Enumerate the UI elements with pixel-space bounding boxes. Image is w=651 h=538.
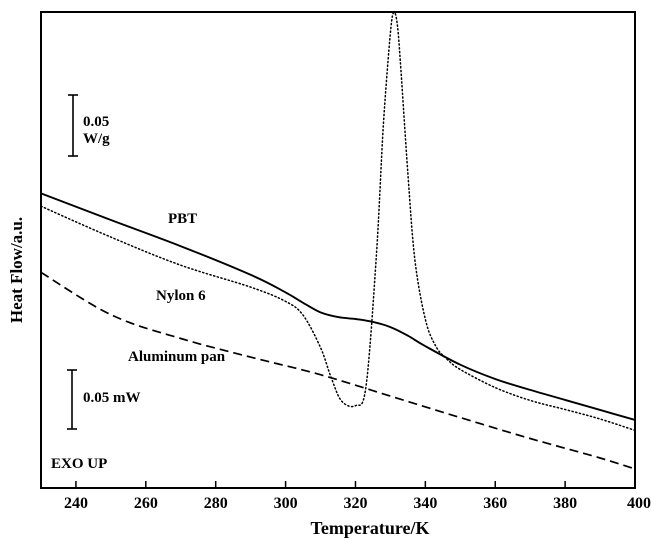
x-tick-label-300: 300 — [274, 495, 298, 512]
x-tick-label-260: 260 — [134, 495, 158, 512]
series-line-aluminum-pan — [40, 271, 636, 470]
scale-bar-top-unit: W/g — [83, 131, 110, 147]
series-label-pbt: PBT — [168, 211, 197, 227]
x-tick-label-380: 380 — [553, 495, 577, 512]
scale-bar-top — [68, 94, 78, 157]
x-axis-ticks: 240 260 280 300 320 340 360 380 400 — [64, 481, 651, 512]
exo-up-annotation: EXO UP — [51, 456, 107, 472]
plot-frame — [40, 11, 636, 489]
x-tick-label-280: 280 — [204, 495, 228, 512]
x-axis-label: Temperature/K — [311, 518, 430, 538]
series-label-aluminum-pan: Aluminum pan — [128, 349, 226, 365]
series-line-pbt — [40, 192, 636, 421]
scale-bar-top-value: 0.05 — [83, 114, 109, 130]
y-axis-label: Heat Flow/a.u. — [7, 217, 26, 323]
scale-bar-bottom-label: 0.05 mW — [83, 390, 141, 406]
x-tick-label-400: 400 — [627, 495, 651, 512]
series-line-nylon-6 — [40, 11, 636, 432]
x-tick-label-240: 240 — [64, 495, 88, 512]
x-tick-label-340: 340 — [413, 495, 437, 512]
series-group — [40, 11, 636, 470]
scale-bar-bottom — [67, 369, 77, 430]
x-tick-label-320: 320 — [343, 495, 367, 512]
series-label-nylon-6: Nylon 6 — [156, 288, 206, 304]
x-tick-label-360: 360 — [483, 495, 507, 512]
